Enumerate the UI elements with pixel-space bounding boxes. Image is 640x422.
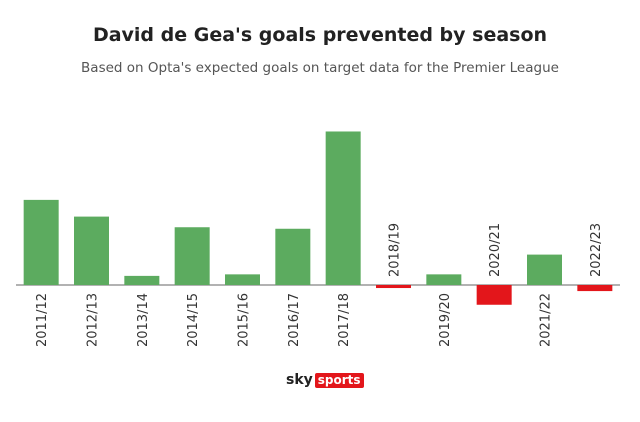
sky-sports-logo: sky sports bbox=[286, 371, 364, 389]
bar-2021-22 bbox=[527, 254, 562, 285]
bar-2013-14 bbox=[124, 275, 160, 285]
x-tick-label: 2011/12 bbox=[35, 293, 50, 347]
bar-2011-12 bbox=[23, 199, 59, 285]
x-tick-label: 2015/16 bbox=[237, 293, 252, 347]
chart-subtitle: Based on Opta's expected goals on target… bbox=[81, 60, 559, 76]
x-tick-label: 2017/18 bbox=[337, 293, 352, 347]
x-tick-label: 2022/23 bbox=[589, 223, 604, 277]
logo-sky-text: sky bbox=[286, 372, 313, 388]
x-tick-label: 2021/22 bbox=[539, 293, 554, 347]
x-tick-label: 2020/21 bbox=[488, 223, 503, 277]
bar-2012-13 bbox=[74, 216, 109, 285]
bar-2022-23 bbox=[577, 285, 613, 292]
bar-2016-17 bbox=[275, 228, 311, 285]
bar-2020-21 bbox=[476, 285, 512, 305]
x-tick-label: 2018/19 bbox=[388, 223, 403, 277]
bar-2015-16 bbox=[225, 274, 260, 285]
x-tick-label: 2019/20 bbox=[438, 293, 453, 347]
chart-title: David de Gea's goals prevented by season bbox=[92, 24, 548, 46]
bar-2017-18 bbox=[325, 131, 361, 285]
logo-sports-text: sports bbox=[314, 372, 364, 388]
x-tick-label: 2012/13 bbox=[86, 293, 101, 347]
x-tick-label: 2016/17 bbox=[287, 293, 302, 347]
x-tick-label: 2014/15 bbox=[186, 293, 201, 347]
bar-2014-15 bbox=[174, 227, 210, 285]
bar-2019-20 bbox=[426, 274, 462, 285]
x-tick-label: 2013/14 bbox=[136, 293, 151, 347]
bar-2018-19 bbox=[376, 285, 411, 289]
